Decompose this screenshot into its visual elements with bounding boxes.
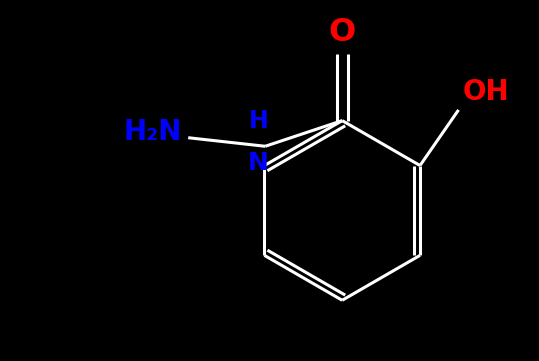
- Text: H₂N: H₂N: [123, 118, 182, 146]
- Text: H: H: [248, 109, 268, 134]
- Text: O: O: [329, 17, 356, 48]
- Text: OH: OH: [463, 78, 509, 106]
- Text: N: N: [248, 151, 269, 175]
